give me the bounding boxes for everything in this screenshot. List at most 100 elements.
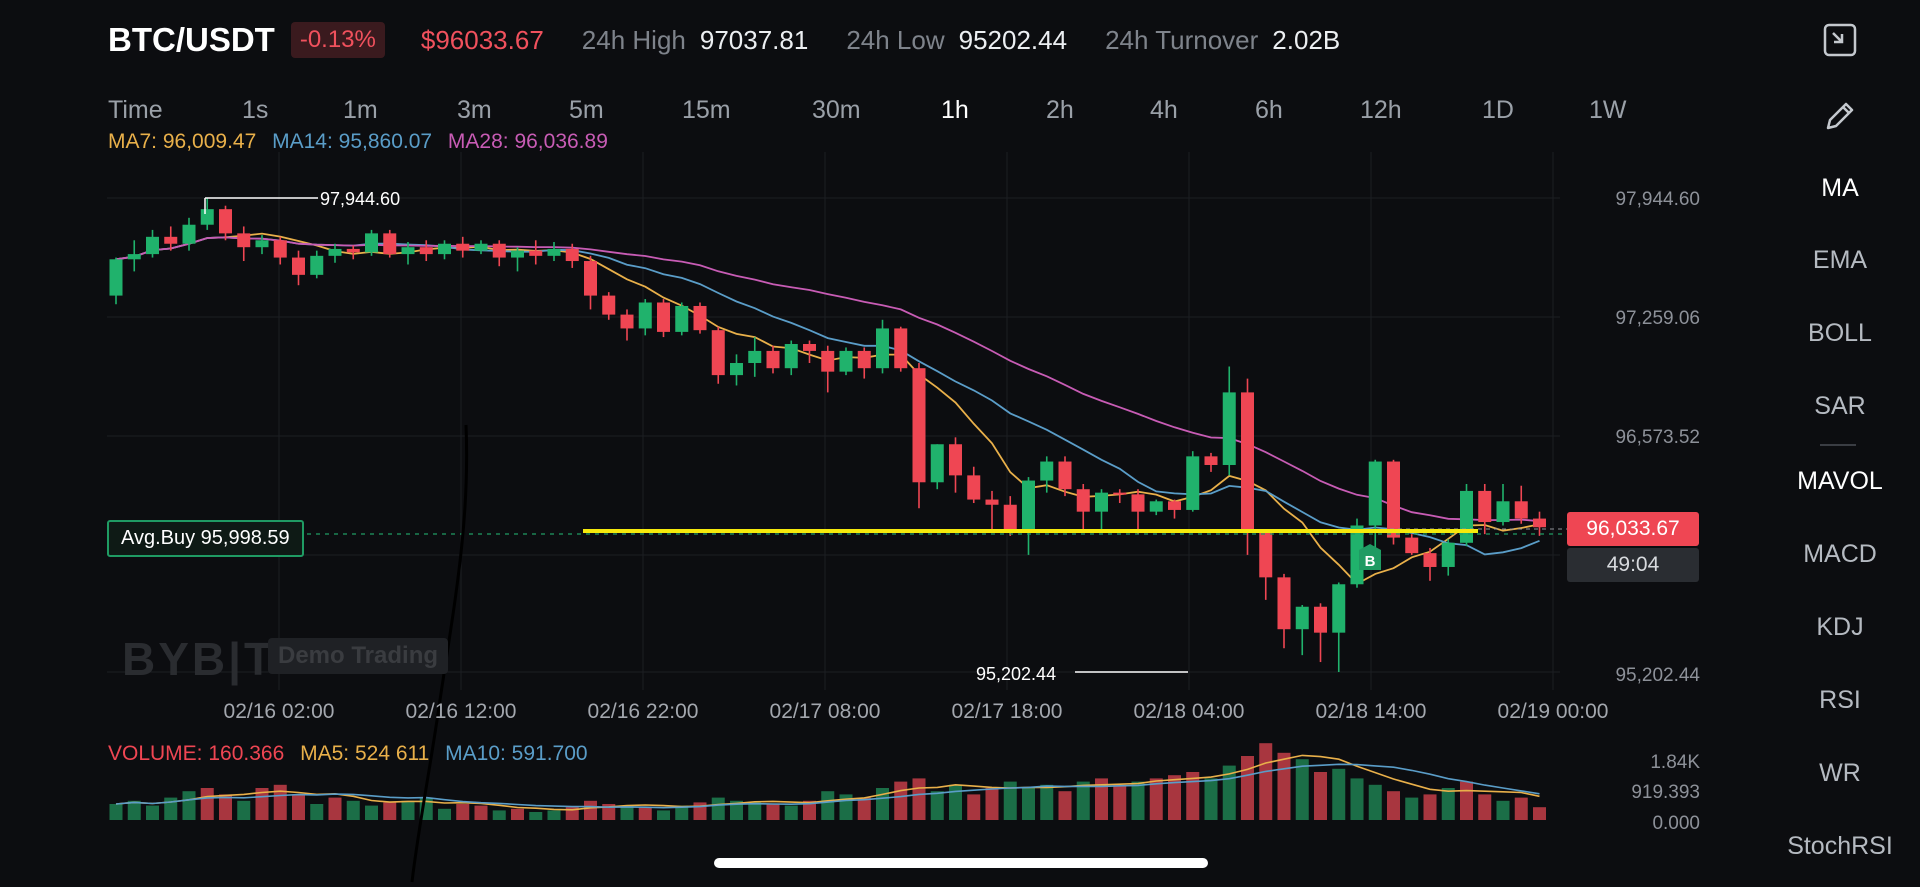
ma14-value: MA14: 95,860.07 [272, 130, 433, 153]
indicator-ma[interactable]: MA [1821, 174, 1859, 202]
pencil-icon[interactable] [1820, 96, 1860, 136]
candle [857, 347, 871, 379]
buy-marker[interactable]: B [1359, 544, 1381, 570]
volume-bar [1350, 778, 1364, 820]
volume-bar [1514, 797, 1528, 820]
volume-bar [219, 794, 232, 820]
candle [602, 292, 616, 320]
indicator-macd[interactable]: MACD [1803, 540, 1877, 568]
tab-5m[interactable]: 5m [569, 95, 604, 124]
volume-bar [492, 810, 506, 820]
candles [109, 198, 1546, 672]
low-value: 95202.44 [958, 24, 1068, 55]
volume-bar [456, 804, 470, 820]
volume-bar [912, 778, 926, 820]
turnover-value: 2.02B [1272, 24, 1341, 55]
vol-ma5-value: MA5: 524 611 [300, 742, 430, 765]
tab-12h[interactable]: 12h [1360, 95, 1402, 124]
candle [1222, 366, 1236, 476]
tab-3m[interactable]: 3m [457, 95, 492, 124]
volume-bar [584, 800, 597, 820]
candle [237, 226, 251, 262]
volume-bar [383, 802, 397, 820]
candle [1040, 456, 1054, 493]
volume-bar [748, 802, 762, 820]
candle [930, 444, 944, 490]
candle [219, 205, 232, 241]
tab-1h[interactable]: 1h [941, 95, 969, 124]
volume-bar [1003, 781, 1017, 820]
tab-1w[interactable]: 1W [1589, 95, 1627, 124]
collapse-icon[interactable] [1820, 20, 1860, 60]
tab-time[interactable]: Time [108, 95, 163, 124]
indicator-wr[interactable]: WR [1819, 759, 1861, 787]
volume-bar [602, 804, 616, 820]
tab-4h[interactable]: 4h [1150, 95, 1178, 124]
volume-bar [803, 800, 816, 820]
time-axis-label: 02/17 08:00 [770, 700, 881, 723]
candle [985, 490, 999, 533]
volume-bar [328, 797, 342, 820]
candle [1332, 582, 1346, 672]
volume-bar [1113, 784, 1127, 820]
avg-buy-tag[interactable]: Avg.Buy 95,998.59 [107, 520, 304, 557]
volume-bar [547, 810, 561, 820]
candle [146, 229, 159, 258]
candle [383, 229, 397, 258]
tab-15m[interactable]: 15m [682, 95, 731, 124]
candle [839, 347, 853, 376]
volume-bar [511, 808, 524, 820]
volume-bar [1095, 778, 1108, 820]
tab-2h[interactable]: 2h [1046, 95, 1074, 124]
tab-6h[interactable]: 6h [1255, 95, 1283, 124]
volume-bar [766, 804, 780, 820]
indicator-mavol[interactable]: MAVOL [1797, 467, 1883, 495]
candle [1076, 484, 1090, 533]
candle [1241, 378, 1254, 555]
candle [1533, 511, 1546, 536]
volume-bar [346, 800, 360, 820]
tab-1d[interactable]: 1D [1482, 95, 1514, 124]
indicator-kdj[interactable]: KDJ [1816, 613, 1864, 641]
volume-axis-label: 1.84K [1650, 752, 1700, 773]
volume-bar [876, 788, 889, 820]
volume-bar [638, 807, 652, 820]
indicator-boll[interactable]: BOLL [1808, 319, 1872, 347]
indicator-ema[interactable]: EMA [1812, 246, 1868, 274]
pair-name[interactable]: BTC/USDT [108, 21, 275, 58]
candlestick-chart[interactable]: 97,944.60 95,202.44 97,944.60 97,259.06 … [0, 0, 1760, 887]
candle [894, 326, 908, 372]
volume-bar [894, 781, 908, 820]
ma28-value: MA28: 96,036.89 [447, 130, 608, 153]
volume-bar [1423, 794, 1437, 820]
ma7-value: MA7: 96,009.47 [108, 130, 257, 153]
time-axis-label: 02/17 18:00 [952, 700, 1063, 723]
volume-bar [401, 800, 415, 820]
indicator-sar[interactable]: SAR [1814, 392, 1866, 420]
volume-bar [1149, 778, 1163, 820]
tab-30m[interactable]: 30m [812, 95, 861, 124]
high-marker-label: 97,944.60 [320, 189, 400, 209]
time-axis-label: 02/18 14:00 [1316, 700, 1427, 723]
volume-bar [1478, 794, 1492, 820]
candle [803, 340, 816, 364]
volume-bar [711, 797, 725, 820]
volume-bar [182, 791, 196, 820]
volume-bar [1533, 807, 1546, 820]
tab-1s[interactable]: 1s [242, 95, 269, 124]
volume-value: VOLUME: 160.366 [108, 742, 285, 765]
candle [1149, 499, 1163, 516]
volume-bar [1040, 784, 1054, 820]
candle [1460, 484, 1473, 547]
candle [1113, 489, 1127, 504]
volume-bar [200, 788, 214, 820]
volume-bar [1368, 784, 1382, 820]
indicator-stochrsi[interactable]: StochRSI [1787, 832, 1893, 860]
tab-1m[interactable]: 1m [343, 95, 378, 124]
indicator-rsi[interactable]: RSI [1819, 686, 1861, 714]
candle [967, 466, 981, 504]
candle [1314, 603, 1327, 663]
home-indicator[interactable] [714, 858, 1208, 868]
turnover-label: 24h Turnover [1105, 24, 1259, 55]
candle [401, 242, 415, 265]
